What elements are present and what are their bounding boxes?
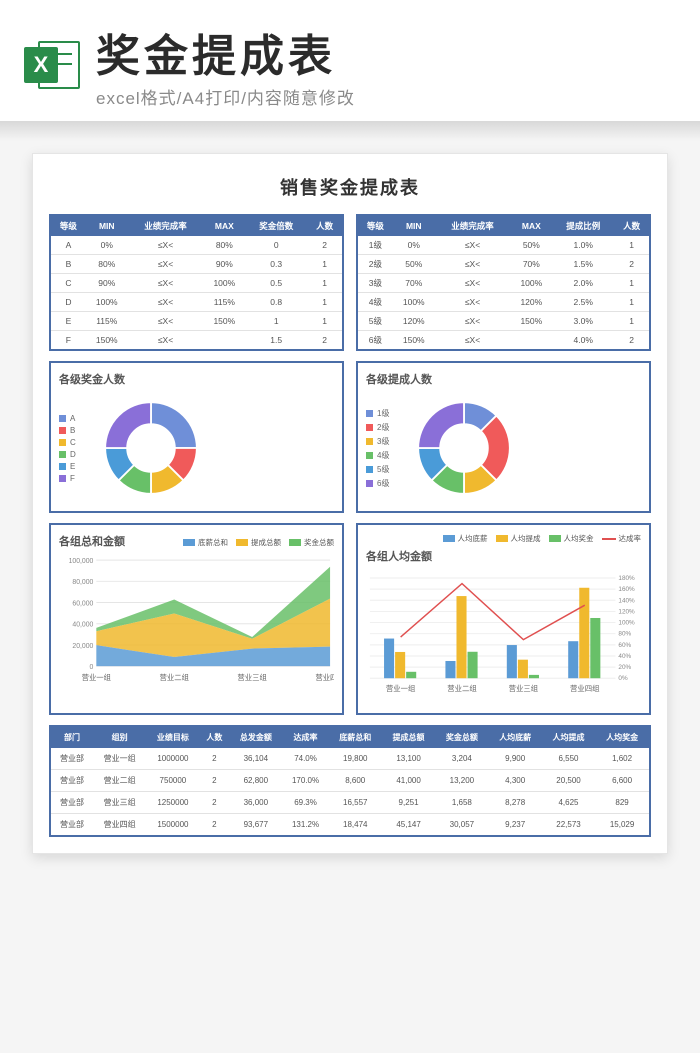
table-bonus-grades: 等级MIN业绩完成率MAX奖金倍数人数 A0%≤X<80%02B80%≤X<90… <box>49 214 344 351</box>
svg-text:20%: 20% <box>618 664 631 671</box>
svg-text:营业二组: 营业二组 <box>160 673 190 682</box>
header-text: 奖金提成表 excel格式/A4打印/内容随意修改 <box>96 20 355 109</box>
table-row: 营业部营业四组1500000293,677131.2%18,47445,1473… <box>50 814 650 837</box>
table-header: 奖金倍数 <box>245 215 307 236</box>
bar-chart-title: 各组人均金额 <box>366 548 641 564</box>
donut-left-box: 各级奖金人数 ABCDEF <box>49 361 344 513</box>
table-header: 人数 <box>307 215 343 236</box>
donut-row: 各级奖金人数 ABCDEF 各级提成人数 1级2级3级4级5级6级 <box>49 351 651 513</box>
area-chart: 0 20,000 40,000 60,000 80,000 100,000 营业一组 营业二组… <box>59 555 334 685</box>
svg-text:80%: 80% <box>618 631 631 638</box>
table-header: 人数 <box>614 215 650 236</box>
svg-text:0: 0 <box>90 664 94 671</box>
table-header: 人均提成 <box>542 726 595 748</box>
svg-text:100%: 100% <box>618 620 635 627</box>
bar-chart-box: 人均底薪人均提成人均奖金达成率 各组人均金额 0% 20% 40% 60% 80% 100… <box>356 523 651 715</box>
table-summary: 部门组别业绩目标人数总发金额达成率底薪总和提成总额奖金总额人均底薪人均提成人均奖… <box>49 725 651 837</box>
table-header: MIN <box>86 215 128 236</box>
table-row: 1级0%≤X<50%1.0%1 <box>357 236 650 255</box>
shadow-divider <box>0 121 700 141</box>
table-header: 提成总额 <box>382 726 435 748</box>
table-row: 6级150%≤X<4.0%2 <box>357 331 650 351</box>
table-header: 等级 <box>357 215 393 236</box>
svg-text:20,000: 20,000 <box>72 643 93 650</box>
table-header: 总发金额 <box>229 726 282 748</box>
svg-text:80,000: 80,000 <box>72 579 93 586</box>
svg-text:140%: 140% <box>618 597 635 604</box>
table-commission-grades: 等级MIN业绩完成率MAX提成比例人数 1级0%≤X<50%1.0%12级50%… <box>356 214 651 351</box>
donut-right-box: 各级提成人数 1级2级3级4级5级6级 <box>356 361 651 513</box>
svg-text:60%: 60% <box>618 642 631 649</box>
table-row: 3级70%≤X<100%2.0%1 <box>357 274 650 293</box>
bar-chart: 0% 20% 40% 60% 80% 100% 120% 140% 160% 180% 营业一组 营业… <box>366 570 641 700</box>
header-subtitle: excel格式/A4打印/内容随意修改 <box>96 84 355 109</box>
table-row: 2级50%≤X<70%1.5%2 <box>357 255 650 274</box>
table-row: A0%≤X<80%02 <box>50 236 343 254</box>
donut-left-legend: ABCDEF <box>59 411 76 486</box>
template-header: X 奖金提成表 excel格式/A4打印/内容随意修改 <box>0 0 700 121</box>
table-row: D100%≤X<115%0.81 <box>50 292 343 311</box>
table-header: MIN <box>393 215 435 236</box>
area-chart-legend: 底薪总和提成总额奖金总额 <box>183 537 334 548</box>
svg-text:营业四组: 营业四组 <box>570 684 600 693</box>
table-header: 等级 <box>50 215 86 236</box>
svg-text:160%: 160% <box>618 586 635 593</box>
header-title: 奖金提成表 <box>96 20 355 84</box>
bottom-charts: 各组总和金额 底薪总和提成总额奖金总额 0 20,000 40,000 60,000 8… <box>49 513 651 715</box>
excel-icon: X <box>24 37 80 93</box>
svg-text:营业一组: 营业一组 <box>386 684 416 693</box>
table-header: 达成率 <box>282 726 328 748</box>
svg-text:营业一组: 营业一组 <box>82 673 112 682</box>
svg-text:营业三组: 营业三组 <box>237 673 267 682</box>
bar-chart-legend: 人均底薪人均提成人均奖金达成率 <box>366 533 641 544</box>
table-header: 业绩完成率 <box>128 215 204 236</box>
svg-text:营业二组: 营业二组 <box>447 684 477 693</box>
svg-text:40%: 40% <box>618 653 631 660</box>
svg-text:60,000: 60,000 <box>72 600 93 607</box>
donut-left-title: 各级奖金人数 <box>59 371 334 387</box>
area-chart-title: 各组总和金额 <box>59 533 125 549</box>
table-row: F150%≤X<1.52 <box>50 330 343 350</box>
table-header: 组别 <box>93 726 146 748</box>
table-row: 5级120%≤X<150%3.0%1 <box>357 312 650 331</box>
table-row: B80%≤X<90%0.31 <box>50 254 343 273</box>
table-header: 人均底薪 <box>489 726 542 748</box>
svg-text:0%: 0% <box>618 675 628 682</box>
page-title: 销售奖金提成表 <box>49 174 651 200</box>
donut-right-chart <box>399 393 529 503</box>
table-header: 底薪总和 <box>329 726 382 748</box>
table-header: MAX <box>510 215 552 236</box>
table-header: 部门 <box>50 726 93 748</box>
table-header: 业绩目标 <box>146 726 199 748</box>
table-row: E115%≤X<150%11 <box>50 311 343 330</box>
area-chart-box: 各组总和金额 底薪总和提成总额奖金总额 0 20,000 40,000 60,000 8… <box>49 523 344 715</box>
table-row: 4级100%≤X<120%2.5%1 <box>357 293 650 312</box>
table-header: 奖金总额 <box>435 726 488 748</box>
table-header: 提成比例 <box>552 215 614 236</box>
table-header: 人数 <box>200 726 230 748</box>
table-row: 营业部营业一组1000000236,10474.0%19,80013,1003,… <box>50 748 650 770</box>
table-row: 营业部营业三组1250000236,00069.3%16,5579,2511,6… <box>50 792 650 814</box>
table-header: 人均奖金 <box>595 726 650 748</box>
table-header: MAX <box>203 215 245 236</box>
donut-right-title: 各级提成人数 <box>366 371 641 387</box>
table-header: 业绩完成率 <box>435 215 511 236</box>
svg-text:180%: 180% <box>618 575 635 582</box>
table-row: 营业部营业二组750000262,800170.0%8,60041,00013,… <box>50 770 650 792</box>
svg-text:营业四组: 营业四组 <box>315 673 334 682</box>
svg-text:40,000: 40,000 <box>72 622 93 629</box>
donut-right-legend: 1级2级3级4级5级6级 <box>366 405 389 492</box>
svg-text:100,000: 100,000 <box>69 558 94 565</box>
top-tables: 等级MIN业绩完成率MAX奖金倍数人数 A0%≤X<80%02B80%≤X<90… <box>49 214 651 351</box>
excel-page: 销售奖金提成表 等级MIN业绩完成率MAX奖金倍数人数 A0%≤X<80%02B… <box>32 153 668 854</box>
donut-left-chart <box>86 393 216 503</box>
table-row: C90%≤X<100%0.51 <box>50 273 343 292</box>
svg-text:120%: 120% <box>618 608 635 615</box>
svg-text:营业三组: 营业三组 <box>509 684 539 693</box>
